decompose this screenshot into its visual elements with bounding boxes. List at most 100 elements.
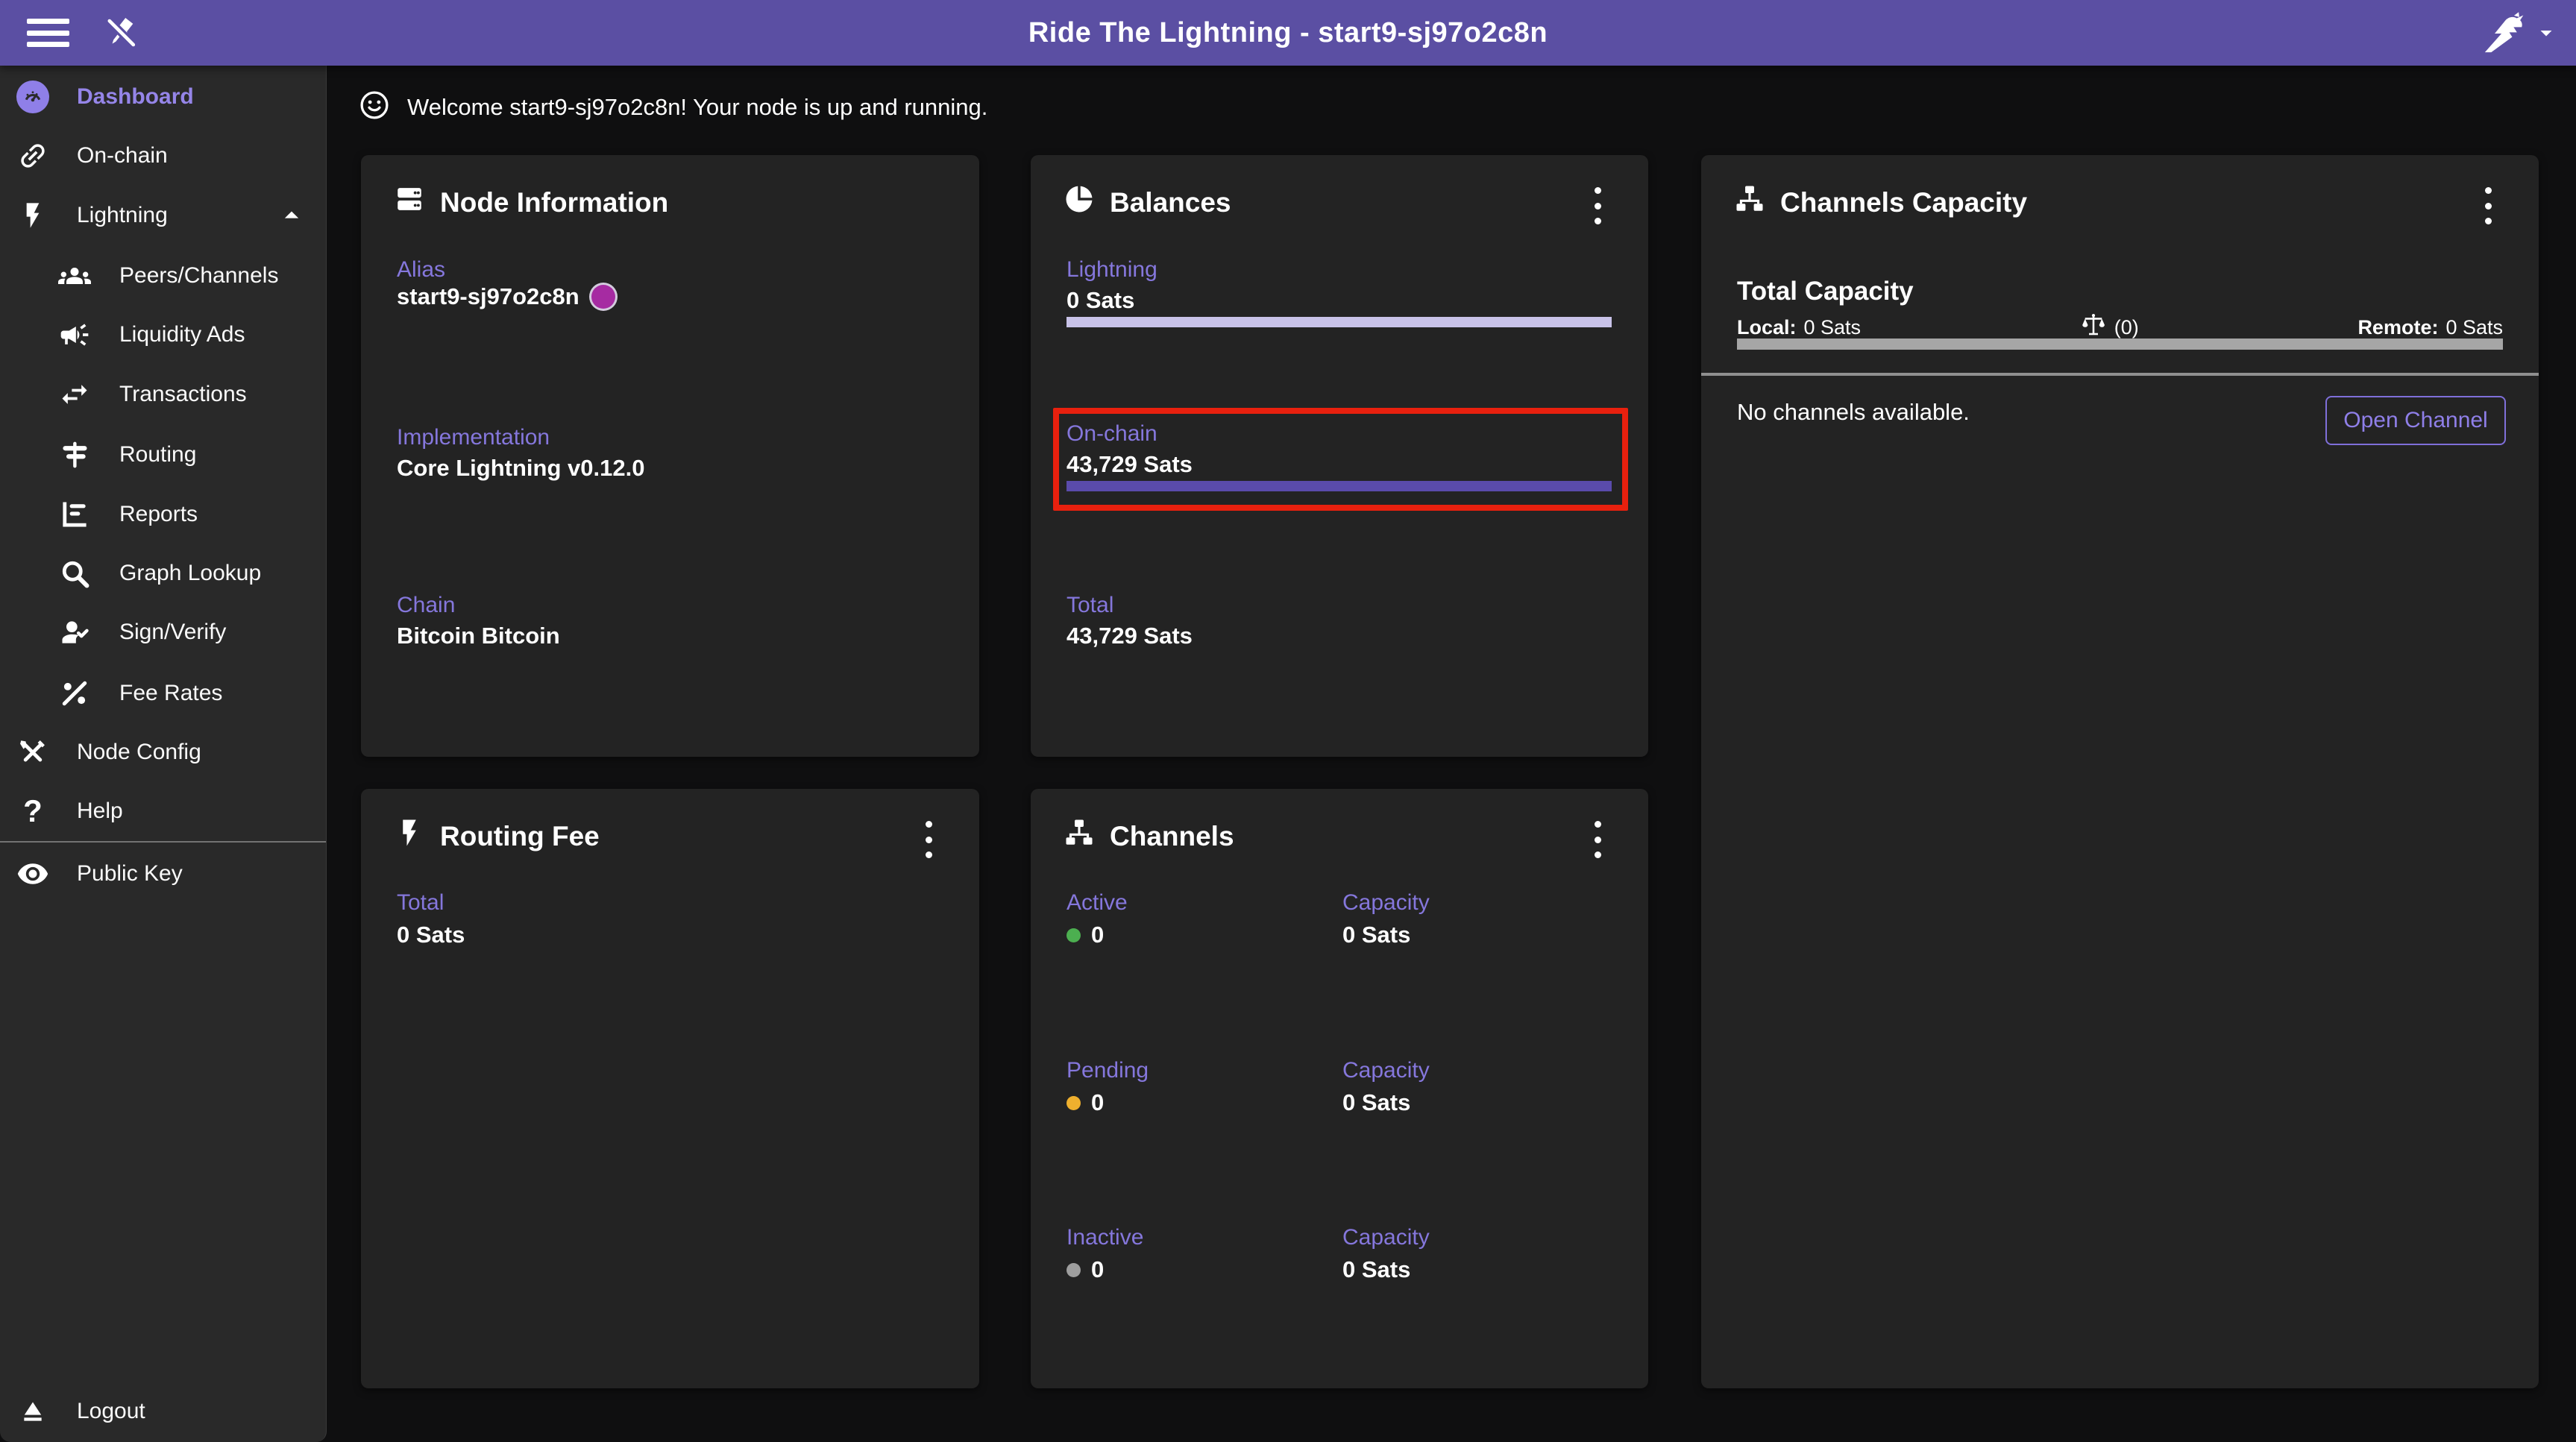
inactive-capacity-value: 0 Sats [1342, 1256, 1411, 1282]
pending-label: Pending [1066, 1058, 1149, 1083]
person-check-icon [58, 616, 91, 649]
active-count: 0 [1066, 922, 1104, 948]
bar-chart-icon [58, 498, 91, 531]
sidebar-item-liquidity-ads[interactable]: Liquidity Ads [0, 305, 326, 365]
sidebar-item-label: Public Key [77, 861, 183, 886]
routing-total-label: Total [397, 890, 444, 915]
onchain-balance-bar [1066, 481, 1612, 491]
no-channels-text: No channels available. [1737, 399, 1970, 425]
swap-arrows-icon [58, 378, 91, 411]
question-icon: ? [23, 793, 43, 828]
sidebar-item-help[interactable]: ? Help [0, 781, 326, 841]
total-balance-label: Total [1066, 593, 1114, 617]
balance-score: (0) [2080, 312, 2139, 344]
highlight-box [1053, 408, 1628, 511]
channels-capacity-header: Channels Capacity [1734, 183, 2027, 221]
routing-fee-header: Routing Fee [394, 817, 600, 855]
sidebar-item-label: Lightning [77, 203, 168, 227]
percent-icon [58, 677, 91, 710]
peers-group-icon [58, 259, 91, 292]
sidebar-item-dashboard[interactable]: Dashboard [0, 67, 326, 127]
rtl-logo-icon[interactable] [2478, 9, 2530, 55]
active-capacity-label: Capacity [1342, 890, 1430, 915]
eject-icon [16, 1395, 49, 1428]
inactive-label: Inactive [1066, 1225, 1144, 1250]
sidebar-item-label: On-chain [77, 143, 168, 168]
alias-label: Alias [397, 257, 446, 282]
remote-value: 0 Sats [2445, 316, 2503, 339]
pending-capacity-label: Capacity [1342, 1058, 1430, 1083]
inactive-status-dot [1066, 1262, 1081, 1277]
search-icon [58, 557, 91, 590]
card-title: Channels Capacity [1780, 186, 2028, 218]
active-status-dot [1066, 928, 1081, 942]
sidebar-divider [0, 841, 326, 843]
sidebar-item-label: Routing [119, 442, 197, 467]
page-title: Ride The Lightning - start9-sj97o2c8n [1028, 16, 1548, 48]
alias-value: start9-sj97o2c8n [397, 283, 579, 309]
node-color-dot [591, 285, 615, 309]
routing-fee-card: Routing Fee Total 0 Sats [361, 789, 979, 1388]
dashboard-gauge-icon [16, 81, 49, 113]
balance-scale-icon [2080, 312, 2107, 344]
eye-icon [16, 857, 49, 890]
sidebar-nav: Dashboard On-chain Lightning [0, 66, 327, 1442]
sidebar-item-public-key[interactable]: Public Key [0, 844, 326, 904]
sidebar-item-fee-rates[interactable]: Fee Rates [0, 664, 326, 723]
sidebar-item-label: Node Config [77, 740, 201, 764]
chain-label: Chain [397, 593, 456, 617]
sidebar-item-label: Peers/Channels [119, 263, 279, 288]
lightning-balance-value: 0 Sats [1066, 287, 1135, 313]
local-value: 0 Sats [1803, 316, 1862, 339]
caret-down-icon[interactable] [2533, 19, 2560, 46]
sidebar-item-routing[interactable]: Routing [0, 425, 326, 485]
node-information-card: Node Information Alias start9-sj97o2c8n … [361, 155, 979, 757]
remote-label: Remote: [2357, 316, 2439, 339]
lightning-bolt-icon [394, 817, 425, 855]
sidebar-item-sign-verify[interactable]: Sign/Verify [0, 602, 326, 662]
welcome-text: Welcome start9-sj97o2c8n! Your node is u… [407, 93, 988, 120]
local-capacity: Local: 0 Sats [1737, 316, 1861, 339]
alias-row: start9-sj97o2c8n [397, 283, 615, 310]
node-information-header: Node Information [394, 183, 668, 221]
sidebar-item-logout[interactable]: Logout [0, 1382, 326, 1441]
more-options-icon[interactable] [914, 819, 943, 860]
sidebar-item-peers-channels[interactable]: Peers/Channels [0, 246, 326, 306]
sidebar-item-on-chain[interactable]: On-chain [0, 126, 326, 186]
local-label: Local: [1737, 316, 1797, 339]
more-options-icon[interactable] [1583, 185, 1612, 227]
sidebar-item-node-config[interactable]: Node Config [0, 722, 326, 782]
onchain-balance-label: On-chain [1066, 421, 1157, 446]
card-divider [1701, 373, 2539, 376]
more-options-icon[interactable] [2473, 185, 2503, 227]
sidebar-item-graph-lookup[interactable]: Graph Lookup [0, 544, 326, 603]
chevron-up-icon[interactable] [275, 199, 308, 232]
lightning-balance-bar [1066, 317, 1612, 327]
sidebar-item-label: Transactions [119, 382, 247, 406]
lightning-bolt-icon [16, 199, 49, 232]
implementation-label: Implementation [397, 425, 550, 450]
app-header: Ride The Lightning - start9-sj97o2c8n [0, 0, 2576, 66]
tools-icon [16, 736, 49, 769]
pending-count: 0 [1066, 1089, 1104, 1116]
chain-value: Bitcoin Bitcoin [397, 623, 560, 649]
total-balance-value: 43,729 Sats [1066, 623, 1193, 649]
sidebar-item-transactions[interactable]: Transactions [0, 365, 326, 424]
menu-icon[interactable] [27, 19, 69, 47]
sidebar-item-label: Fee Rates [119, 681, 223, 705]
remote-capacity: Remote: 0 Sats [2357, 316, 2503, 339]
chain-link-icon [16, 139, 49, 172]
sidebar-item-label: Logout [77, 1399, 145, 1423]
pin-off-icon[interactable] [103, 15, 139, 51]
network-hub-icon [1064, 817, 1095, 855]
open-channel-button[interactable]: Open Channel [2325, 396, 2506, 445]
pending-capacity-value: 0 Sats [1342, 1089, 1411, 1115]
channels-capacity-card: Channels Capacity Total Capacity Local: … [1701, 155, 2539, 1388]
sidebar-item-reports[interactable]: Reports [0, 485, 326, 544]
onchain-balance-value: 43,729 Sats [1066, 451, 1193, 477]
more-options-icon[interactable] [1583, 819, 1612, 860]
sidebar-item-lightning[interactable]: Lightning [0, 186, 326, 245]
channels-card: Channels Active 0 Capacity 0 Sats Pendin… [1031, 789, 1648, 1388]
sidebar-item-label: Sign/Verify [119, 620, 227, 644]
